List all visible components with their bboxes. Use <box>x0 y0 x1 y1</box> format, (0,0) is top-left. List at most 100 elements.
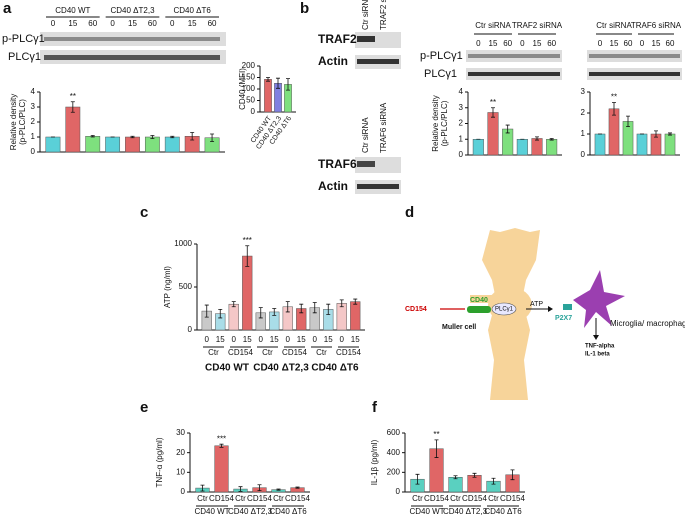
error-bar <box>90 135 95 138</box>
y-tick-label: 100 <box>242 84 256 93</box>
x-tick-label: 60 <box>624 39 633 48</box>
blot-label: TRAF2 <box>318 32 357 46</box>
bar <box>264 79 272 113</box>
bar <box>144 136 160 153</box>
bar <box>594 133 606 156</box>
bar <box>448 477 463 493</box>
bar <box>125 136 140 153</box>
x-tick-label: 0 <box>313 335 318 344</box>
bar <box>105 136 121 153</box>
bar <box>546 139 558 156</box>
bar <box>85 136 101 153</box>
groups-label: CD40 WT <box>205 363 249 374</box>
groups-label: TRAF2 siRNA <box>512 21 563 30</box>
x-tick-label: 15 <box>68 19 77 28</box>
diagram-label: TNF-alpha <box>585 344 615 350</box>
x-tick-label: 60 <box>148 19 157 28</box>
blot-label: Actin <box>318 179 348 193</box>
y-axis-label: IL-1β (pg/ml) <box>370 439 379 485</box>
blot <box>466 50 682 80</box>
subgroups-label: CD154 <box>336 348 361 357</box>
x-tick-label: 0 <box>110 19 115 28</box>
x-tick-label: 0 <box>170 19 175 28</box>
y-tick-label: 0 <box>31 147 36 156</box>
error-bar <box>170 135 175 139</box>
error-bar <box>510 469 515 481</box>
x-tick-label: CD154 <box>424 494 449 503</box>
x-tick-label: 15 <box>243 335 252 344</box>
error-bar <box>353 298 358 305</box>
x-tick-label: 0 <box>205 335 210 344</box>
error-bar <box>668 132 672 136</box>
groups-label: CD40 ΔT2,3 <box>253 363 309 374</box>
error-bar <box>257 484 262 492</box>
y-tick-label: 200 <box>387 467 401 476</box>
error-bar <box>491 477 496 485</box>
groups-label: Ctr siRNA <box>596 21 632 30</box>
x-tick-label: Ctr <box>488 494 499 503</box>
groups-label: CD40 ΔT6 <box>173 6 211 15</box>
error-bar <box>70 101 75 113</box>
error-bar <box>210 133 215 142</box>
y-tick-label: 50 <box>246 96 255 105</box>
error-bar <box>654 130 658 138</box>
error-bar <box>150 135 155 139</box>
error-bar <box>218 308 223 319</box>
y-tick-label: 0 <box>459 150 464 159</box>
y-tick-label: 10 <box>176 467 185 476</box>
x-tick-label: 60 <box>547 39 556 48</box>
blot <box>40 32 226 64</box>
panel-label: b <box>300 0 309 17</box>
diagram-label: CD40 <box>470 297 488 304</box>
significance: *** <box>243 236 252 245</box>
x-tick-label: Ctr <box>450 494 461 503</box>
y-tick-label: 2 <box>581 108 586 117</box>
y-tick-label: 0 <box>181 487 186 496</box>
error-bar <box>286 78 290 91</box>
error-bar <box>238 486 243 492</box>
y-tick-label: 600 <box>387 428 401 437</box>
y-tick-label: 4 <box>31 87 36 96</box>
x-tick-label: 0 <box>286 335 291 344</box>
blot-label: TRAF6 <box>318 157 357 171</box>
bar <box>164 136 180 153</box>
bar <box>228 303 239 331</box>
y-tick-label: 3 <box>459 103 464 112</box>
bar <box>350 301 361 331</box>
subgroups-label: CD154 <box>282 348 307 357</box>
x-tick-label: 15 <box>297 335 306 344</box>
x-tick-label: 0 <box>598 39 603 48</box>
x-tick-label: 0 <box>340 335 345 344</box>
error-bar <box>626 115 630 128</box>
y-axis-label: (p-PLC/PLC) <box>18 99 27 145</box>
x-tick-label: Ctr <box>235 494 246 503</box>
y-tick-label: 1 <box>31 132 36 141</box>
groups-label: CD40 WT <box>409 507 444 516</box>
x-tick-label: 15 <box>216 335 225 344</box>
y-axis-label: CD40 (MFI) <box>238 68 247 110</box>
error-bar <box>453 475 458 480</box>
error-bar <box>231 301 236 308</box>
error-bar <box>285 301 290 313</box>
x-tick-label: Ctr <box>273 494 284 503</box>
y-axis-label: ATP (ng/ml) <box>163 266 172 308</box>
x-tick-label: 0 <box>259 335 264 344</box>
bar <box>467 475 482 493</box>
blot-label: Actin <box>318 54 348 68</box>
groups-label: Ctr siRNA <box>475 21 511 30</box>
lane-label: TRAF6 siRNA <box>379 102 388 153</box>
y-tick-label: 400 <box>387 448 401 457</box>
significance: ** <box>490 98 496 107</box>
error-bar <box>472 472 477 478</box>
error-bar <box>535 136 539 141</box>
y-tick-label: 150 <box>242 73 256 82</box>
x-tick-label: 0 <box>51 19 56 28</box>
bar <box>487 112 499 156</box>
subgroups-label: Ctr <box>208 348 219 357</box>
diagram <box>440 228 625 400</box>
error-bar <box>258 307 263 319</box>
x-tick-label: Ctr <box>412 494 423 503</box>
error-bar <box>434 439 439 458</box>
diagram-label: P2X7 <box>555 315 572 322</box>
